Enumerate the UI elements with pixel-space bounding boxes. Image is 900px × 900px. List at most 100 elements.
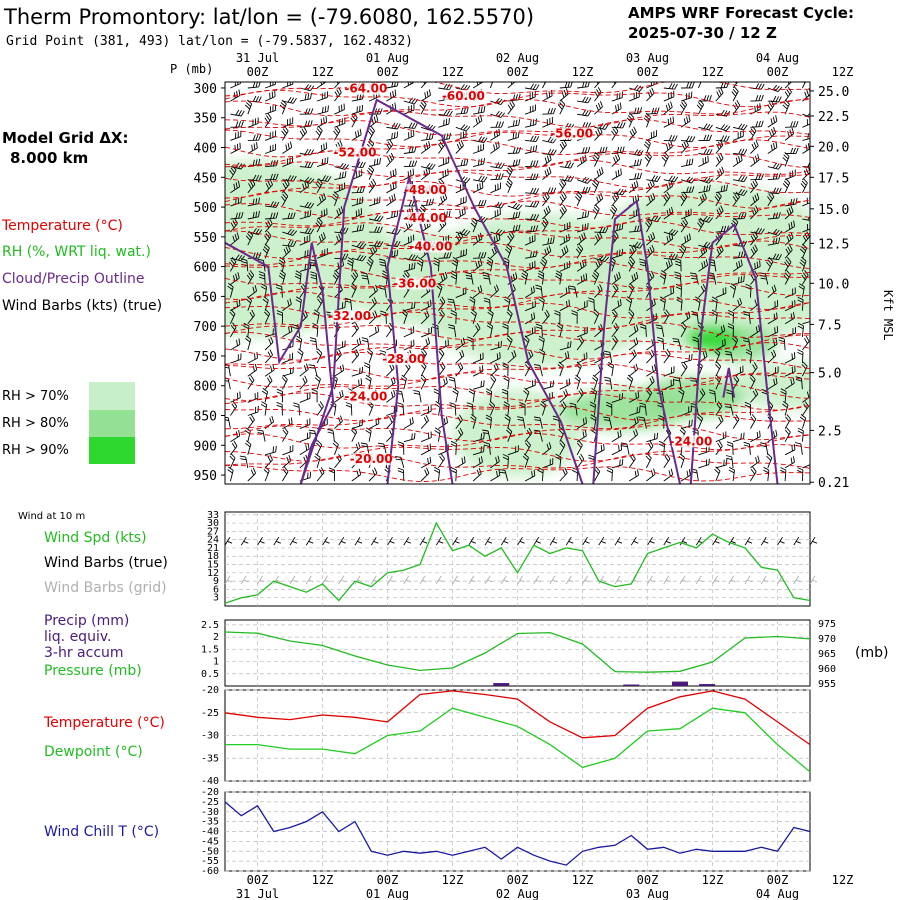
wind-barb bbox=[611, 443, 623, 456]
temperature-label: -52.00 bbox=[334, 145, 377, 159]
wind-barb bbox=[421, 132, 434, 141]
wind-barb bbox=[802, 231, 810, 246]
wind-barb bbox=[802, 117, 810, 128]
wind-barb bbox=[750, 154, 760, 167]
wind-barb bbox=[506, 427, 513, 442]
wind-barb bbox=[698, 192, 707, 207]
wind-barb bbox=[351, 104, 364, 115]
wind-barb bbox=[698, 283, 707, 298]
wind-barb bbox=[732, 189, 748, 196]
wind-barb bbox=[244, 427, 251, 442]
wind-barb bbox=[368, 467, 378, 482]
height-tick-label: 10.0 bbox=[818, 277, 849, 292]
wind-barb bbox=[750, 140, 759, 154]
wind-barb bbox=[472, 445, 485, 456]
wind-barb bbox=[483, 441, 491, 455]
wind-barb bbox=[282, 445, 294, 456]
wind-barb bbox=[403, 301, 416, 312]
temperature-contour bbox=[225, 424, 810, 442]
wind-barb bbox=[473, 175, 488, 183]
wind-barb bbox=[766, 453, 773, 469]
wind-barb bbox=[798, 283, 805, 298]
wind-barb bbox=[672, 338, 682, 351]
wind-barb bbox=[559, 440, 566, 456]
temperature-label-bg bbox=[444, 89, 483, 102]
rh90-label: RH > 90% bbox=[2, 443, 69, 458]
wind-barb bbox=[592, 151, 600, 167]
wind-barb bbox=[316, 91, 329, 102]
wind-barb bbox=[628, 282, 635, 298]
wind-barb-grid bbox=[728, 575, 736, 585]
wind-barb bbox=[299, 431, 311, 443]
wind-barb bbox=[470, 414, 477, 429]
temperature-contour bbox=[225, 129, 810, 148]
wind-barb bbox=[507, 202, 523, 211]
wind-barb-grid bbox=[809, 575, 818, 585]
wind-barb bbox=[537, 467, 544, 482]
top-tick-label: 00Z bbox=[767, 65, 789, 79]
wind-barb bbox=[281, 125, 289, 141]
wind-barb bbox=[264, 90, 276, 102]
wind-barb bbox=[727, 323, 734, 337]
wind-barb bbox=[245, 335, 252, 351]
wind-barb bbox=[559, 221, 571, 233]
wind-barb bbox=[282, 96, 297, 104]
model-grid-label: Model Grid ΔX: bbox=[2, 129, 129, 147]
height-tick-label: 7.5 bbox=[818, 318, 841, 333]
wind-barb bbox=[591, 178, 600, 193]
wind-barb bbox=[577, 109, 592, 117]
panel-tick-label: 1 bbox=[213, 657, 219, 668]
wind-barb bbox=[333, 125, 341, 141]
temperature-line bbox=[224, 690, 811, 746]
wind-barb bbox=[507, 131, 520, 141]
temperature-label: -32.00 bbox=[328, 309, 371, 323]
wind-barb bbox=[559, 178, 567, 194]
panel-tick-label: -35 bbox=[201, 753, 219, 764]
wind-barb bbox=[490, 233, 501, 246]
wind-barb bbox=[507, 230, 515, 246]
wind-barb bbox=[576, 440, 583, 456]
wind-barb bbox=[628, 324, 639, 338]
wind-barb bbox=[473, 106, 486, 115]
wind-barb bbox=[559, 161, 574, 169]
temperature-label-bg bbox=[552, 127, 591, 140]
wind-barb-grid bbox=[760, 575, 769, 585]
wind-barb bbox=[767, 172, 781, 181]
wind-barb bbox=[802, 166, 810, 181]
cross-section-clip: -64.00 -60.00 -56.00 -52.00 -48.00 -44.00 -40.… bbox=[225, 82, 810, 484]
wind-barb bbox=[490, 173, 504, 181]
wind-barb bbox=[767, 253, 782, 261]
height-tick-label: 17.5 bbox=[818, 171, 849, 186]
wind-barb bbox=[627, 256, 636, 272]
wind-barb bbox=[381, 270, 389, 285]
wind-barb bbox=[542, 107, 556, 115]
wind-barb bbox=[334, 87, 342, 102]
wind-barb bbox=[577, 210, 590, 220]
wind-barb bbox=[247, 82, 261, 89]
wind-barb bbox=[297, 348, 304, 364]
wind-barb bbox=[784, 231, 794, 246]
wind-barb bbox=[299, 108, 314, 115]
wind-barb bbox=[750, 244, 758, 259]
wind-barb bbox=[645, 217, 653, 233]
wind-barb bbox=[438, 296, 446, 311]
wind-barb bbox=[386, 89, 397, 102]
wind-barb bbox=[247, 210, 260, 220]
wind-barb bbox=[784, 244, 793, 259]
wind-barb bbox=[262, 243, 270, 259]
wind-barb bbox=[628, 309, 635, 324]
wind-barb bbox=[257, 429, 266, 442]
wind-barb bbox=[715, 205, 724, 220]
panel-tick-label: -40 bbox=[201, 776, 219, 787]
wind-barb bbox=[715, 361, 722, 377]
wind-barb bbox=[645, 453, 652, 469]
rh-area bbox=[685, 324, 740, 352]
wind-barb bbox=[524, 285, 535, 298]
wind-barb bbox=[644, 152, 652, 167]
wind-barb bbox=[420, 82, 428, 89]
wind-barb bbox=[351, 93, 365, 102]
panel-tick-label: -60 bbox=[201, 866, 219, 877]
wind-barb bbox=[626, 374, 634, 390]
wind-barb bbox=[334, 82, 341, 89]
